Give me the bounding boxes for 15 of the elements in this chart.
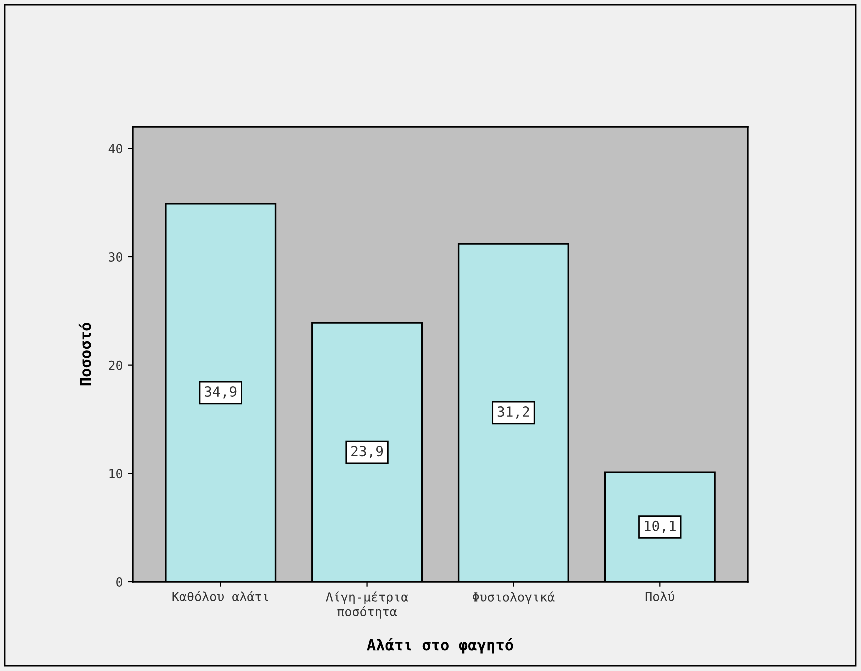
x-tick-label: Φυσιολογικά xyxy=(473,592,555,604)
x-tick-label: Πολύ xyxy=(646,591,675,602)
x-tick-label: Λίγη-μέτρια ποσότητα xyxy=(326,592,408,619)
y-tick-label: 30 xyxy=(109,252,122,262)
y-tick-label: 20 xyxy=(109,360,122,370)
x-axis-title: Αλάτι στο φαγητό xyxy=(367,638,514,654)
data-label: 23,9 xyxy=(352,446,384,458)
y-tick-label: 0 xyxy=(116,578,122,587)
data-label: 31,2 xyxy=(498,406,530,419)
y-tick-label: 40 xyxy=(108,144,122,154)
y-axis-title: Ποσοστό xyxy=(78,323,92,386)
y-tick-label: 10 xyxy=(110,469,122,479)
data-label: 10,1 xyxy=(645,520,676,534)
x-tick-label: Καθόλου αλάτι xyxy=(172,591,268,602)
data-label: 34,9 xyxy=(205,386,237,399)
